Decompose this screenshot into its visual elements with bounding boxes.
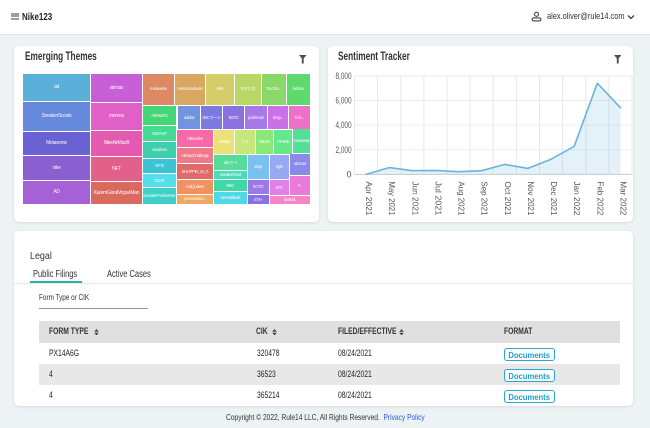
svg-text:8,000: 8,000: [335, 71, 351, 81]
svg-text:Aug 2021: Aug 2021: [456, 181, 466, 215]
svg-text:6,000: 6,000: [335, 96, 351, 106]
svg-text:Dec 2021: Dec 2021: [549, 181, 559, 215]
svg-text:May 2021: May 2021: [387, 181, 397, 215]
svg-text:Feb 2022: Feb 2022: [595, 181, 605, 215]
svg-text:Jan 2022: Jan 2022: [572, 181, 582, 215]
svg-text:Apr 2021: Apr 2021: [364, 181, 374, 215]
svg-text:Jul 2021: Jul 2021: [433, 181, 443, 215]
svg-text:Sep 2021: Sep 2021: [479, 181, 489, 215]
svg-text:Mar 2022: Mar 2022: [618, 181, 628, 215]
svg-text:Oct 2021: Oct 2021: [502, 181, 512, 215]
svg-text:4,000: 4,000: [335, 120, 351, 130]
svg-text:0: 0: [346, 169, 351, 179]
svg-text:2,000: 2,000: [335, 145, 351, 155]
svg-text:Nov 2021: Nov 2021: [525, 181, 535, 215]
svg-text:Jun 2021: Jun 2021: [410, 181, 420, 215]
